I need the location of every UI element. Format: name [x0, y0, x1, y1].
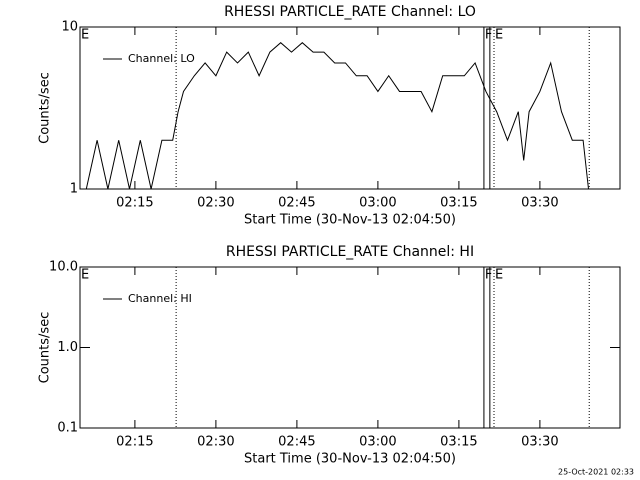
- y-axis-label: Counts/sec: [38, 72, 53, 144]
- x-tick-label: 02:30: [197, 435, 234, 450]
- event-label: E: [81, 28, 89, 43]
- x-tick-label: 03:15: [440, 435, 477, 450]
- x-tick-label: 03:00: [359, 196, 396, 211]
- y-tick-label: 10.0: [49, 260, 78, 275]
- x-tick-label: 02:45: [278, 435, 315, 450]
- y-tick-label: 1.0: [57, 340, 78, 355]
- x-tick-label: 02:45: [278, 196, 315, 211]
- x-tick-label: 03:30: [521, 435, 558, 450]
- event-label: F: [485, 28, 492, 43]
- y-axis-label: Counts/sec: [38, 312, 53, 384]
- y-tick-label: 1: [70, 182, 78, 197]
- timestamp: 25-Oct-2021 02:33: [558, 468, 634, 477]
- x-axis-label: Start Time (30-Nov-13 02:04:50): [244, 213, 456, 228]
- x-tick-label: 03:00: [359, 435, 396, 450]
- x-tick-label: 02:30: [197, 196, 234, 211]
- data-line: [85, 42, 589, 190]
- legend-label: Channel: HI: [128, 292, 192, 305]
- legend-label: Channel: LO: [128, 52, 195, 65]
- x-tick-label: 03:30: [521, 196, 558, 211]
- y-tick-label: 0.1: [57, 421, 78, 436]
- event-label: E: [495, 28, 503, 43]
- event-label: F: [485, 268, 492, 283]
- y-tick-label: 10: [61, 20, 78, 35]
- plot-frame: [79, 26, 621, 190]
- event-label: E: [81, 268, 89, 283]
- x-tick-label: 02:15: [116, 196, 153, 211]
- x-tick-label: 02:15: [116, 435, 153, 450]
- chart-title: RHESSI PARTICLE_RATE Channel: LO: [224, 4, 476, 20]
- event-label: E: [495, 268, 503, 283]
- chart-title: RHESSI PARTICLE_RATE Channel: HI: [226, 244, 474, 260]
- x-axis-label: Start Time (30-Nov-13 02:04:50): [244, 452, 456, 467]
- x-tick-label: 03:15: [440, 196, 477, 211]
